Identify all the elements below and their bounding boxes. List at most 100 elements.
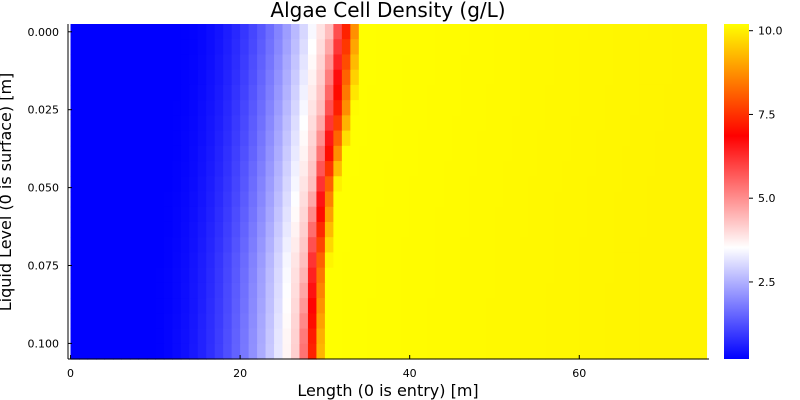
- heatmap-cell: [562, 252, 572, 269]
- heatmap-cell: [469, 100, 479, 116]
- heatmap-cell: [638, 343, 648, 360]
- heatmap-cell: [257, 84, 267, 101]
- heatmap-cell: [630, 24, 640, 40]
- heatmap-cell: [460, 328, 470, 345]
- heatmap-cell: [282, 69, 292, 86]
- heatmap-cell: [324, 161, 334, 177]
- heatmap-cell: [146, 343, 156, 360]
- heatmap-cell: [197, 115, 207, 132]
- heatmap-cell: [324, 282, 334, 299]
- heatmap-cell: [486, 39, 496, 56]
- heatmap-cell: [350, 161, 360, 177]
- heatmap-cell: [469, 176, 479, 193]
- heatmap-cell: [112, 267, 123, 284]
- heatmap-cell: [265, 115, 275, 132]
- heatmap-cell: [155, 343, 165, 360]
- heatmap-cell: [79, 282, 89, 299]
- heatmap-cell: [375, 100, 385, 116]
- heatmap-cell: [316, 191, 326, 208]
- heatmap-cell: [409, 54, 419, 71]
- heatmap-cell: [231, 267, 241, 284]
- heatmap-cell: [452, 237, 462, 254]
- heatmap-cell: [672, 100, 682, 116]
- heatmap-cell: [613, 328, 623, 345]
- heatmap-cell: [460, 84, 470, 101]
- heatmap-cell: [180, 69, 190, 86]
- heatmap-cell: [274, 161, 284, 177]
- heatmap-cell: [206, 313, 216, 330]
- heatmap-cell: [138, 161, 148, 177]
- heatmap-cell: [486, 328, 496, 345]
- heatmap-cell: [553, 252, 563, 269]
- heatmap-cell: [443, 145, 453, 162]
- heatmap-cell: [435, 282, 445, 299]
- heatmap-cell: [155, 328, 165, 345]
- heatmap-cell: [70, 54, 80, 71]
- heatmap-cell: [681, 161, 691, 177]
- heatmap-cell: [664, 24, 674, 40]
- heatmap-cell: [519, 84, 529, 101]
- heatmap-cell: [129, 282, 139, 299]
- heatmap-cell: [460, 267, 470, 284]
- heatmap-cell: [180, 282, 190, 299]
- heatmap-cell: [502, 100, 513, 116]
- heatmap-cell: [274, 313, 284, 330]
- heatmap-cell: [689, 267, 699, 284]
- heatmap-cell: [333, 24, 343, 40]
- heatmap-cell: [613, 161, 623, 177]
- heatmap-cell: [477, 313, 487, 330]
- heatmap-cell: [409, 252, 419, 269]
- heatmap-cell: [426, 206, 436, 223]
- heatmap-cell: [418, 343, 428, 360]
- heatmap-cell: [307, 161, 318, 177]
- heatmap-cell: [172, 237, 182, 254]
- heatmap-cell: [681, 237, 691, 254]
- heatmap-cell: [341, 176, 351, 193]
- heatmap-cell: [477, 161, 487, 177]
- heatmap-cell: [155, 267, 165, 284]
- heatmap-cell: [70, 84, 80, 101]
- heatmap-cell: [570, 69, 580, 86]
- heatmap-cell: [121, 343, 131, 360]
- heatmap-cell: [579, 69, 589, 86]
- heatmap-cell: [469, 84, 479, 101]
- heatmap-cell: [214, 84, 224, 101]
- heatmap-cell: [502, 313, 513, 330]
- heatmap-cell: [443, 130, 453, 147]
- heatmap-cell: [664, 191, 674, 208]
- heatmap-cell: [418, 69, 428, 86]
- heatmap-cell: [240, 54, 250, 71]
- heatmap-cell: [282, 313, 292, 330]
- heatmap-cell: [274, 237, 284, 254]
- heatmap-cell: [562, 206, 572, 223]
- heatmap-cell: [469, 145, 479, 162]
- heatmap-cell: [316, 100, 326, 116]
- heatmap-cell: [621, 343, 631, 360]
- heatmap-cell: [536, 298, 546, 314]
- heatmap-cell: [418, 145, 428, 162]
- heatmap-cell: [350, 39, 360, 56]
- heatmap-cell: [214, 237, 224, 254]
- heatmap-cell: [647, 161, 657, 177]
- heatmap-cell: [274, 221, 284, 238]
- heatmap-cell: [596, 145, 606, 162]
- heatmap-cell: [681, 100, 691, 116]
- heatmap-cell: [95, 39, 106, 56]
- heatmap-cell: [435, 145, 445, 162]
- heatmap-cell: [95, 54, 106, 71]
- heatmap-cell: [452, 115, 462, 132]
- heatmap-cell: [511, 328, 521, 345]
- heatmap-cell: [562, 39, 572, 56]
- heatmap-cell: [307, 298, 318, 314]
- heatmap-cell: [494, 206, 504, 223]
- heatmap-cell: [426, 191, 436, 208]
- heatmap-cell: [155, 191, 165, 208]
- heatmap-cell: [681, 39, 691, 56]
- heatmap-cell: [307, 176, 318, 193]
- heatmap-cell: [206, 84, 216, 101]
- heatmap-cell: [494, 191, 504, 208]
- heatmap-cell: [494, 100, 504, 116]
- heatmap-cell: [494, 39, 504, 56]
- heatmap-cell: [299, 100, 309, 116]
- heatmap-cell: [409, 343, 419, 360]
